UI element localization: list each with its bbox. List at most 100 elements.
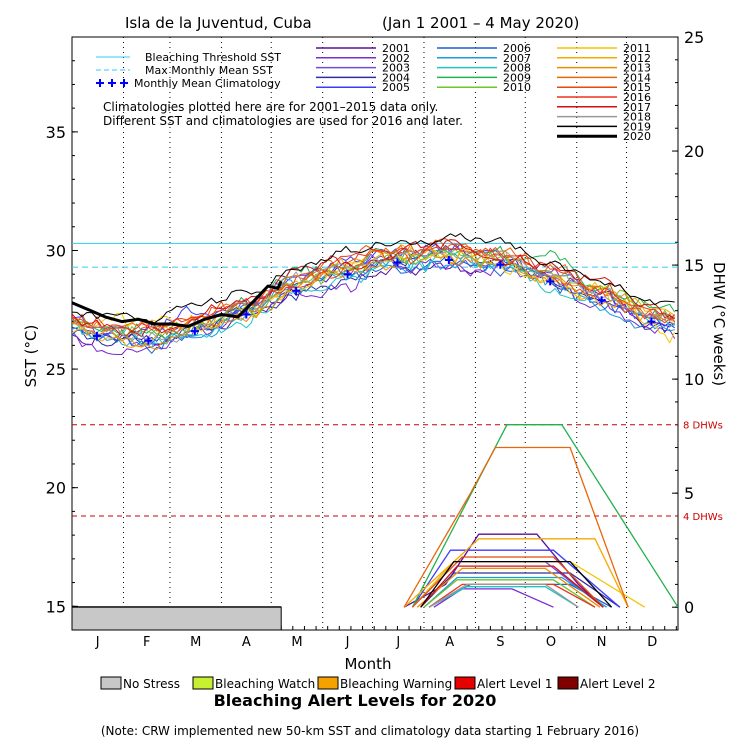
legend-year-label-2009: 2009 (503, 71, 531, 84)
alert-legend-swatch (557, 676, 579, 690)
alert-strip-segment (71, 606, 282, 631)
legend-label: Bleaching Threshold SST (145, 51, 281, 64)
legend-year-label-2005: 2005 (382, 81, 410, 94)
y-tick-label-dhw: 0 (684, 598, 694, 617)
x-tick-label: M (190, 635, 201, 650)
dhw-reference-label: 8 DHWs (683, 421, 723, 432)
x-tick-label: O (546, 635, 556, 650)
x-axis-label: Month (344, 655, 391, 673)
climatology-marker (292, 286, 301, 295)
legend-year-label-2016: 2016 (623, 91, 651, 104)
dhw-series-2016 (428, 583, 596, 608)
y-tick-label-dhw: 15 (684, 256, 704, 275)
climatology-marker (242, 310, 251, 319)
alert-legend-swatch (454, 676, 476, 690)
alert-legend: No Stress Bleaching Watch Bleaching Warnin… (100, 676, 656, 691)
x-tick-label: D (647, 635, 657, 650)
x-tick-label: J (95, 635, 100, 650)
legend-year-label-2014: 2014 (623, 71, 651, 84)
y-tick-label-sst: 30 (46, 241, 66, 260)
alert-legend-label: Alert Level 1 (477, 677, 553, 691)
y-axis-label-dhw: DHW (°C weeks) (710, 262, 728, 386)
chart-title: Isla de la Juventud, Cuba (125, 14, 312, 32)
x-tick-label: N (597, 635, 607, 650)
y-tick-label-dhw: 5 (684, 484, 694, 503)
legend-year-label-2017: 2017 (623, 101, 651, 114)
legend-year-label-2001: 2001 (382, 42, 410, 55)
dhw-series-2017 (420, 565, 604, 608)
y-axis-label-sst: SST (°C) (22, 325, 40, 388)
legend-year-label-2011: 2011 (623, 42, 651, 55)
y-tick-label-sst: 35 (46, 123, 66, 142)
chart-date-range: (Jan 1 2001 – 4 May 2020) (382, 14, 579, 32)
climatology-marker (597, 296, 606, 305)
climatology-note-line-1: Climatologies plotted here are for 2001–… (103, 100, 438, 114)
sst-series-2008 (72, 249, 675, 349)
dhw-series-2014 (403, 446, 629, 608)
y-tick-label-sst: 20 (46, 479, 66, 498)
dhw-series-2007 (423, 576, 607, 608)
sst-series-2017 (72, 239, 675, 338)
climatology-note-line-2: Different SST and climatologies are used… (103, 114, 463, 128)
legend-label: Monthly Mean Climatology (134, 77, 281, 90)
sst-series-2013 (72, 245, 675, 350)
climatology-marker (144, 336, 153, 345)
sst-series-2012 (72, 244, 675, 348)
legend-swatch-climatology (120, 79, 128, 87)
legend-year-label-2018: 2018 (623, 111, 651, 124)
climatology-marker (343, 270, 352, 279)
climatology-marker (546, 277, 555, 286)
dhw-series-2010 (423, 579, 596, 608)
sst-series-2019 (72, 233, 675, 326)
x-tick-label: A (445, 635, 454, 650)
legend-year-label-2007: 2007 (503, 52, 531, 65)
alert-legend-swatch (192, 676, 214, 690)
dhw-series-2013 (416, 567, 601, 608)
dhw-series-2018 (428, 583, 579, 608)
dhw-series-2015 (411, 556, 604, 608)
legend-year-label-2010: 2010 (503, 81, 531, 94)
x-tick-label: S (496, 635, 504, 650)
alert-legend-label: Alert Level 2 (580, 677, 656, 691)
sst-series-2010 (72, 248, 675, 338)
legend-label: Max Monthly Mean SST (145, 64, 273, 77)
climatology-marker (393, 258, 402, 267)
legend-year-label-2002: 2002 (382, 52, 410, 65)
alert-legend-swatch (100, 676, 122, 690)
y-tick-label-sst: 15 (46, 597, 66, 616)
alert-legend-swatch (317, 676, 339, 690)
legend-year-label-2006: 2006 (503, 42, 531, 55)
dhw-series-2005 (411, 549, 621, 608)
x-tick-label: F (143, 635, 150, 650)
sst-series-2020 (72, 280, 283, 328)
legend-year-label-2013: 2013 (623, 62, 651, 75)
legend-year-label-2004: 2004 (382, 71, 410, 84)
alert-title: Bleaching Alert Levels for 2020 (214, 691, 497, 710)
y-tick-label-dhw: 25 (684, 28, 704, 47)
dhw-series-2019 (420, 560, 613, 608)
climatology-marker (190, 327, 199, 336)
legend-year-label-2020: 2020 (623, 130, 651, 143)
dhw-reference-label: 4 DHWs (683, 512, 723, 523)
legend-year-label-2008: 2008 (503, 62, 531, 75)
sst-series-2018 (72, 249, 675, 343)
y-tick-label-dhw: 20 (684, 142, 704, 161)
sst-series-2001 (72, 258, 675, 346)
climatology-marker (647, 317, 656, 326)
y-tick-label-dhw: 10 (684, 370, 704, 389)
data-layer (72, 233, 678, 609)
dhw-series-2008 (428, 586, 579, 608)
footnote: (Note: CRW implemented new 50-km SST and… (101, 724, 639, 738)
y-tick-label-sst: 25 (46, 360, 66, 379)
plot-area: J F M A M J J A S O N D 15 20 25 30 35 0 5 10 15 20 25 8 DHWs 4 … (46, 28, 723, 650)
sst-series-2016 (72, 238, 675, 332)
legend-year-label-2019: 2019 (623, 120, 651, 133)
x-tick-label: J (345, 635, 350, 650)
alert-legend-label: Bleaching Warning (340, 677, 452, 691)
alert-legend-label: Bleaching Watch (215, 677, 315, 691)
climatology-marker (444, 255, 453, 264)
legend-year-label-2015: 2015 (623, 81, 651, 94)
